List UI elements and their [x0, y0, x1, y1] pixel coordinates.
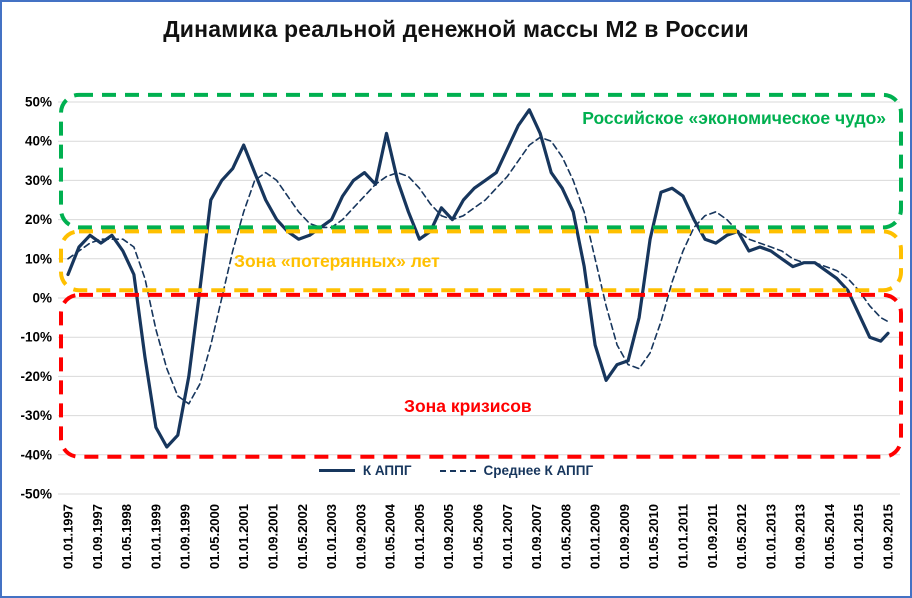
svg-text:40%: 40%: [25, 134, 52, 149]
zone-label-lost-years: Зона «потерянных» лет: [234, 251, 440, 271]
zone-box-miracle: [59, 92, 903, 230]
legend-label-k-appg: К АППГ: [362, 463, 412, 478]
legend-item-k-appg: К АППГ: [318, 463, 412, 478]
svg-text:01.05.2012: 01.05.2012: [734, 504, 749, 569]
svg-text:01.01.2013: 01.01.2013: [763, 504, 778, 569]
chart-title: Динамика реальной денежной массы М2 в Ро…: [163, 16, 749, 42]
svg-text:01.01.2011: 01.01.2011: [676, 504, 691, 568]
zone-label-economic-miracle: Российское «экономическое чудо»: [582, 108, 886, 128]
legend-item-avg-k-appg: Среднее К АППГ: [439, 463, 594, 478]
svg-text:01.09.2001: 01.09.2001: [266, 504, 281, 569]
gridlines: [58, 101, 900, 495]
svg-text:01.01.1997: 01.01.1997: [61, 504, 76, 569]
svg-text:01.05.2004: 01.05.2004: [383, 503, 398, 569]
svg-text:01.05.1998: 01.05.1998: [119, 504, 134, 569]
svg-text:-50%: -50%: [20, 487, 52, 502]
svg-text:01.01.2015: 01.01.2015: [851, 504, 866, 569]
dashed-line-swatch: [439, 469, 476, 472]
svg-text:01.01.2009: 01.01.2009: [588, 504, 603, 569]
svg-text:01.09.2015: 01.09.2015: [881, 504, 896, 569]
svg-text:01.01.1999: 01.01.1999: [148, 504, 163, 569]
svg-text:-30%: -30%: [20, 408, 52, 423]
zone-box-crises: [59, 292, 903, 459]
svg-text:01.09.1999: 01.09.1999: [178, 504, 193, 569]
svg-text:30%: 30%: [25, 173, 52, 188]
svg-text:01.05.2008: 01.05.2008: [558, 504, 573, 569]
svg-text:01.05.2006: 01.05.2006: [471, 504, 486, 569]
zone-box-lost-years: [59, 229, 903, 293]
svg-text:20%: 20%: [25, 212, 52, 227]
svg-text:50%: 50%: [25, 95, 52, 110]
svg-text:01.01.2001: 01.01.2001: [236, 504, 251, 569]
svg-text:01.05.2010: 01.05.2010: [646, 504, 661, 569]
zone-label-crises: Зона кризисов: [404, 396, 532, 416]
svg-text:01.09.2007: 01.09.2007: [529, 504, 544, 569]
svg-text:01.09.1997: 01.09.1997: [90, 504, 105, 569]
svg-text:0%: 0%: [32, 291, 52, 306]
series-k-appg: [66, 108, 890, 449]
svg-text:01.01.2005: 01.01.2005: [412, 504, 427, 569]
svg-text:-10%: -10%: [20, 330, 52, 345]
svg-text:01.09.2013: 01.09.2013: [793, 504, 808, 569]
svg-text:10%: 10%: [25, 251, 52, 266]
svg-text:01.05.2002: 01.05.2002: [295, 504, 310, 569]
y-axis-labels: 50% 40% 30% 20% 10% 0% -10% -20% -30% -40% -50%: [20, 95, 52, 502]
solid-line-swatch: [318, 469, 355, 472]
svg-text:01.09.2003: 01.09.2003: [353, 504, 368, 569]
svg-text:-20%: -20%: [20, 369, 52, 384]
svg-text:01.09.2011: 01.09.2011: [705, 504, 720, 568]
x-axis-labels: 01.01.1997 01.09.1997 01.05.1998 01.01.1999…: [61, 503, 896, 569]
svg-text:01.01.2007: 01.01.2007: [500, 504, 515, 569]
svg-text:01.09.2009: 01.09.2009: [617, 504, 632, 569]
svg-text:01.01.2003: 01.01.2003: [324, 504, 339, 569]
svg-text:-40%: -40%: [20, 447, 52, 462]
svg-text:01.09.2005: 01.09.2005: [441, 504, 456, 569]
svg-text:01.05.2000: 01.05.2000: [207, 504, 222, 569]
legend-label-avg-k-appg: Среднее К АППГ: [483, 463, 594, 478]
svg-text:01.05.2014: 01.05.2014: [822, 503, 837, 569]
series-avg-k-appg: [67, 136, 889, 405]
chart-legend: К АППГ Среднее К АППГ: [2, 463, 910, 478]
